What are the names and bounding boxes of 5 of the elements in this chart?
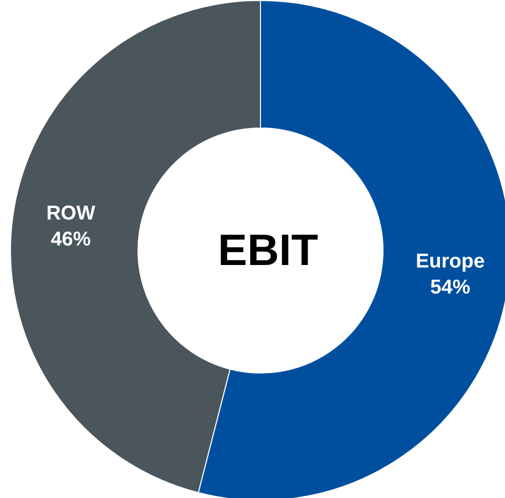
slice-label: ROW (46, 202, 96, 224)
text: EBIT (218, 226, 318, 275)
data-label: 46% (50, 228, 91, 251)
data-label: 54% (430, 276, 470, 299)
slice-label: Europe (416, 250, 485, 272)
